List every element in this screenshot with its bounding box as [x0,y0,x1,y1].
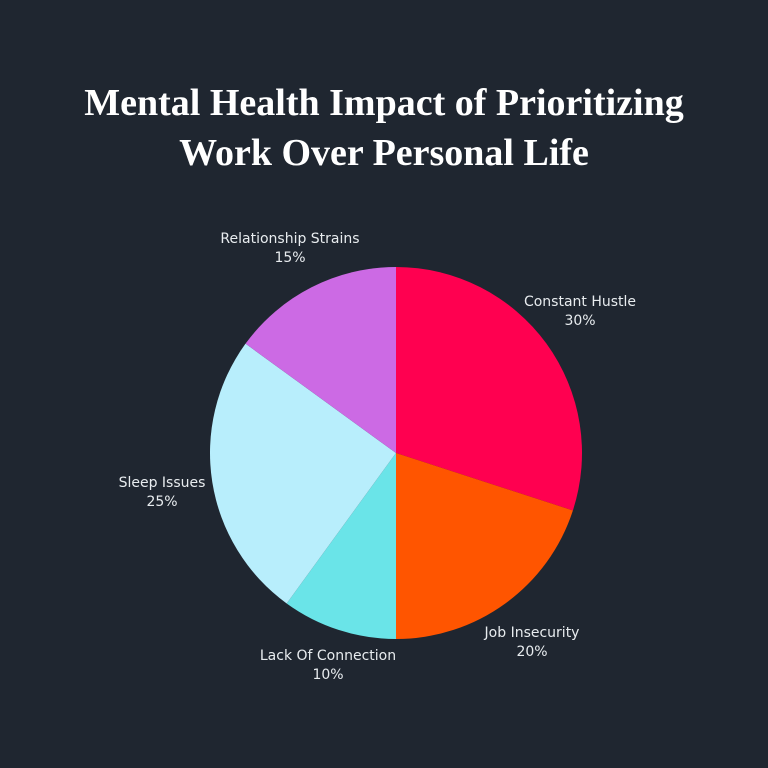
slice-value-label: 15% [274,250,305,266]
slice-value-label: 20% [516,644,547,660]
chart-title-line-1: Mental Health Impact of Prioritizing [84,82,684,124]
slice-label: Lack Of Connection [260,648,396,664]
slice-label: Job Insecurity [484,625,580,641]
slice-value-label: 25% [146,494,177,510]
pie-slice-relationship-strains [245,267,396,453]
pie-slice-job-insecurity [396,453,573,639]
slice-value-label: 10% [312,667,343,683]
chart-title: Mental Health Impact of Prioritizing Wor… [0,78,768,178]
slice-label: Constant Hustle [524,294,636,310]
slice-value-label: 30% [564,313,595,329]
chart-title-line-2: Work Over Personal Life [179,132,589,174]
pie-slice-lack-of-connection [286,453,396,639]
slice-label: Relationship Strains [220,231,359,247]
pie-slice-constant-hustle [396,267,582,511]
slice-label: Sleep Issues [119,475,206,491]
pie-slice-sleep-issues [209,343,396,604]
